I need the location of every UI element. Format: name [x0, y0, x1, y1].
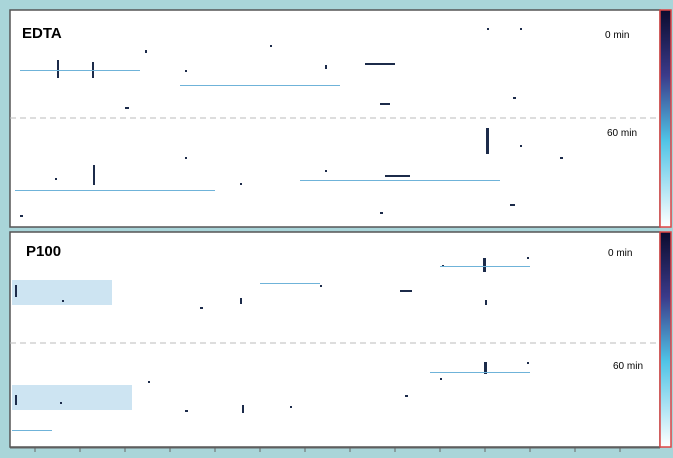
- spot: [513, 97, 516, 99]
- spot: [560, 157, 563, 159]
- spot: [300, 180, 500, 181]
- spot: [527, 257, 529, 259]
- spot: [125, 107, 129, 109]
- spot: [20, 215, 23, 217]
- spot: [440, 266, 530, 267]
- spot: [20, 70, 140, 71]
- spot: [520, 28, 522, 30]
- spot: [487, 28, 489, 30]
- row-label: 60 min: [613, 361, 643, 372]
- spot: [290, 406, 292, 408]
- spot: [57, 60, 59, 78]
- spot: [200, 307, 203, 309]
- panel-label: P100: [26, 243, 61, 260]
- spot: [385, 175, 410, 177]
- spot: [60, 402, 62, 404]
- spot: [325, 170, 327, 172]
- spot: [260, 283, 320, 284]
- panel-label: EDTA: [22, 25, 62, 42]
- spot: [485, 300, 487, 305]
- x-axis: [10, 448, 660, 452]
- spot: [405, 395, 408, 397]
- spot: [185, 70, 187, 72]
- panel-frame: [10, 232, 660, 447]
- spot: [12, 430, 52, 431]
- spot: [145, 50, 147, 53]
- page: {"panels": [ {"label": "EDTA", "rows": […: [0, 0, 673, 458]
- spot: [62, 300, 64, 302]
- spot: [486, 128, 489, 154]
- spot: [483, 258, 486, 272]
- spot: [185, 410, 188, 412]
- spot: [430, 372, 530, 373]
- spot: [380, 212, 383, 214]
- spot: [380, 103, 390, 105]
- spot: [527, 362, 529, 364]
- spot: [400, 290, 412, 292]
- row-label: 0 min: [608, 248, 632, 259]
- spot: [185, 157, 187, 159]
- spot: [242, 405, 244, 413]
- colorbar: [660, 232, 671, 447]
- spot: [15, 285, 17, 297]
- panel-p100: P100 0 min 60 min: [10, 232, 671, 447]
- spot: [15, 190, 215, 191]
- panel-edta: EDTA 0 min 60 min: [10, 10, 671, 227]
- spot: [440, 378, 442, 380]
- spot: [520, 145, 522, 147]
- spot: [55, 178, 57, 180]
- spot: [148, 381, 150, 383]
- spot: [270, 45, 272, 47]
- spot: [240, 183, 242, 185]
- spot: [15, 395, 17, 405]
- row-label: 60 min: [607, 128, 637, 139]
- spot: [93, 165, 95, 185]
- spot: [365, 63, 395, 65]
- row-label: 0 min: [605, 30, 629, 41]
- spot: [12, 385, 132, 410]
- spot: [240, 298, 242, 304]
- spot: [180, 85, 340, 86]
- colorbar: [660, 10, 671, 227]
- spot: [510, 204, 515, 206]
- spot: [325, 65, 327, 69]
- figure: EDTA 0 min 60 min P100 0 min 60 min: [0, 0, 673, 458]
- spot: [320, 285, 322, 287]
